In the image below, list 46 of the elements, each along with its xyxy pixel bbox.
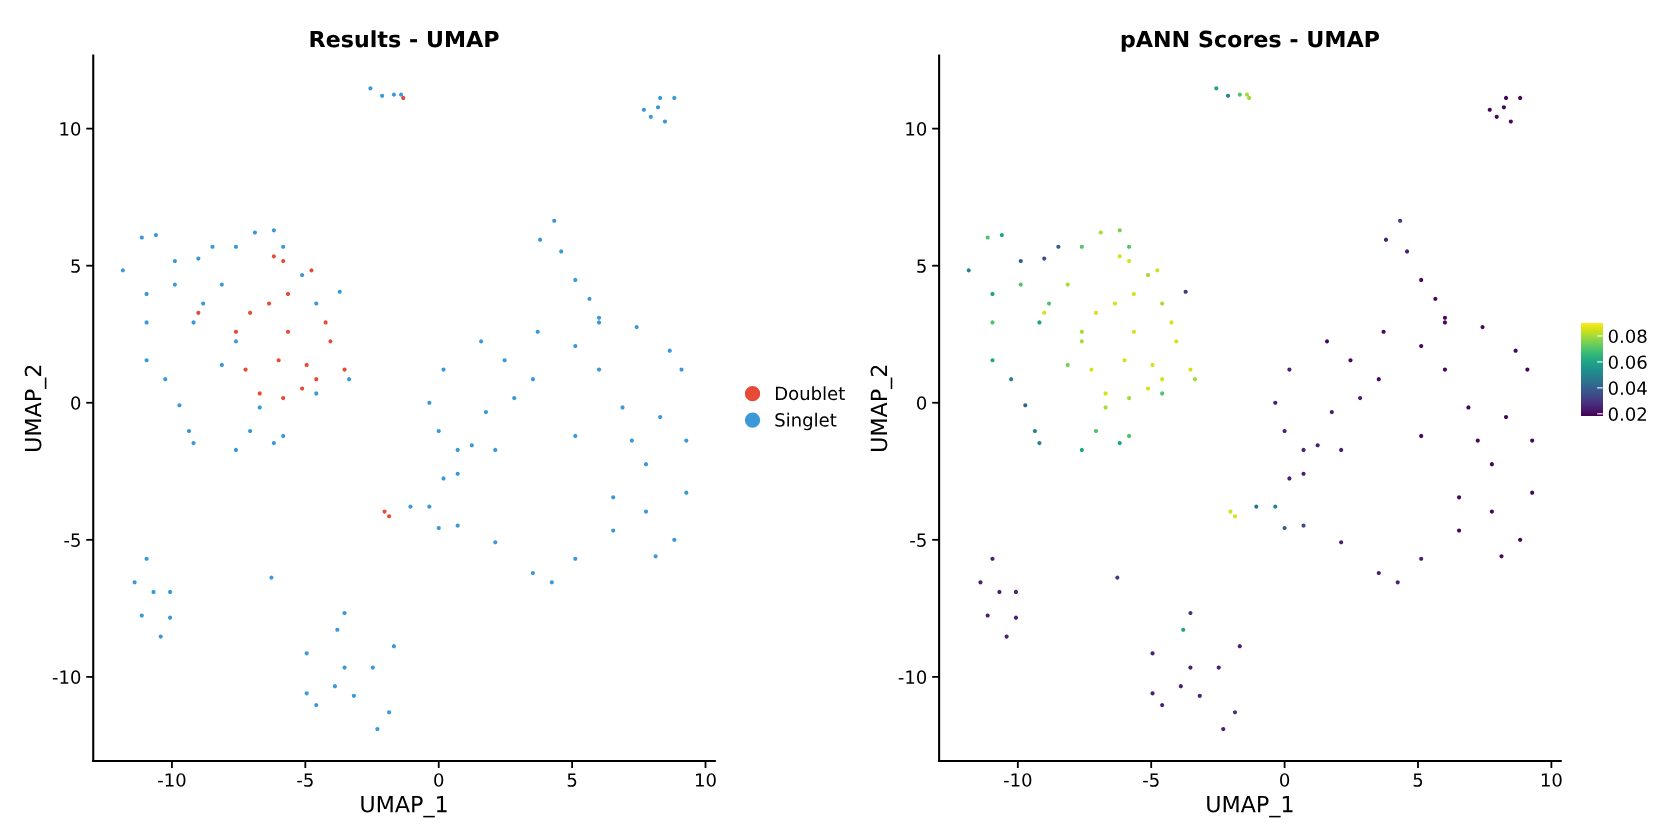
x-tick-label: 10 bbox=[696, 773, 716, 787]
x-axis-title: UMAP_1 bbox=[1207, 795, 1293, 818]
chart-title: Results - UMAP bbox=[310, 30, 499, 48]
x-tick-label: 5 bbox=[567, 773, 577, 787]
x-tick-label: 10 bbox=[1541, 773, 1562, 787]
y-tick-label: -10 bbox=[898, 670, 927, 684]
point bbox=[248, 310, 253, 315]
point bbox=[387, 514, 392, 519]
point bbox=[285, 291, 291, 297]
y-tick-label: 10 bbox=[906, 122, 927, 136]
color-bar-label: 0.02 bbox=[1608, 407, 1646, 421]
point bbox=[281, 396, 286, 401]
y-axis-title: UMAP_2 bbox=[870, 365, 893, 451]
point bbox=[314, 377, 319, 382]
y-tick-label: -5 bbox=[64, 533, 80, 547]
point bbox=[281, 258, 286, 264]
point bbox=[276, 358, 281, 363]
chart-title: pANN Scores - UMAP bbox=[1121, 30, 1380, 52]
legend-label: Doublet bbox=[775, 386, 845, 401]
color-bar-label: 0.08 bbox=[1608, 329, 1647, 344]
x-tick-label: 5 bbox=[1413, 773, 1423, 787]
point bbox=[196, 310, 201, 315]
y-tick-label: 5 bbox=[917, 259, 926, 273]
point bbox=[300, 386, 305, 391]
y-tick-label: 5 bbox=[71, 259, 80, 273]
point bbox=[304, 362, 309, 368]
y-tick-label: 0 bbox=[917, 396, 927, 410]
x-tick-label: 0 bbox=[1280, 773, 1290, 787]
y-tick-label: 10 bbox=[60, 122, 81, 136]
y-tick-label: 0 bbox=[71, 396, 81, 410]
x-axis-title: UMAP_1 bbox=[361, 795, 447, 818]
x-tick-label: -5 bbox=[297, 773, 313, 787]
point bbox=[285, 329, 291, 334]
point bbox=[271, 254, 276, 259]
color-bar-label: 0.04 bbox=[1608, 381, 1647, 396]
x-tick-label: -5 bbox=[1143, 773, 1159, 787]
x-tick-label: 0 bbox=[434, 773, 444, 787]
point bbox=[233, 329, 239, 334]
y-tick-label: -5 bbox=[910, 533, 926, 547]
x-tick-label: -10 bbox=[1003, 773, 1032, 787]
y-axis-title: UMAP_2 bbox=[24, 365, 47, 451]
y-tick-label: -10 bbox=[52, 670, 81, 684]
color-bar-label: 0.06 bbox=[1608, 355, 1647, 370]
x-tick-label: -10 bbox=[158, 773, 186, 787]
legend-label: Singlet bbox=[775, 412, 837, 431]
point bbox=[401, 95, 406, 101]
